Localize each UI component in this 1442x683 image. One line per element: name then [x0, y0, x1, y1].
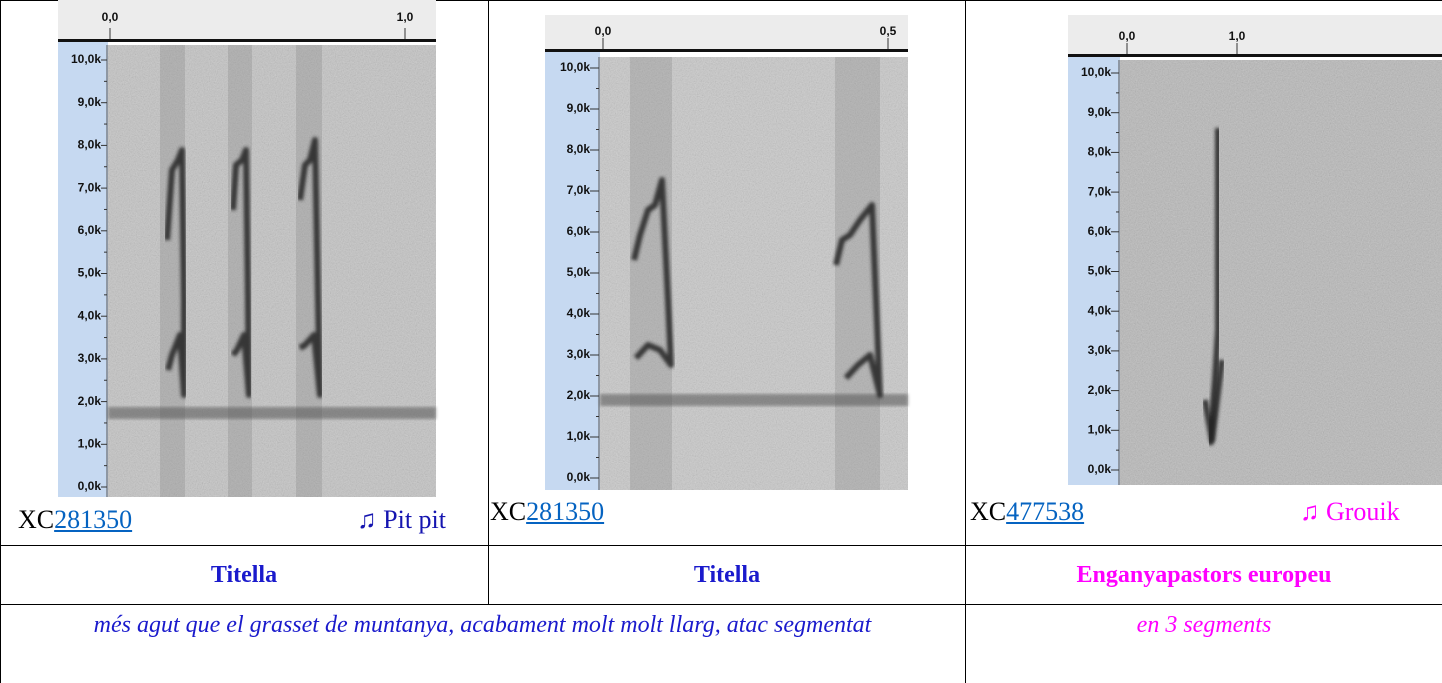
noise-band	[108, 407, 436, 419]
call-trace	[297, 137, 323, 398]
spectrogram: 10,0k 9,0k 8,0k 7,0k 6,0k 5,0k 4,0k 3,0k 2,0k 1,0…	[545, 15, 908, 490]
freq-label: 1,0k	[78, 436, 102, 450]
freq-label: 4,0k	[78, 308, 102, 322]
freq-label: 3,0k	[78, 351, 102, 365]
xc-prefix: XC	[490, 497, 527, 526]
freq-label: 5,0k	[1088, 264, 1112, 278]
freq-label: 6,0k	[78, 223, 102, 237]
time-ruler	[1068, 15, 1442, 57]
freq-label: 8,0k	[78, 138, 102, 152]
freq-label: 6,0k	[1088, 224, 1112, 238]
call-trace	[1202, 359, 1225, 443]
time-label: 0,0	[1119, 29, 1136, 43]
freq-label: 9,0k	[1088, 105, 1112, 119]
freq-label: 1,0k	[567, 429, 591, 443]
time-label: 0,0	[102, 10, 119, 24]
time-label: 1,0	[397, 10, 414, 24]
freq-label: 9,0k	[567, 101, 591, 115]
spectrogram-grain	[1120, 60, 1442, 485]
freq-label: 6,0k	[567, 224, 591, 238]
ruler-line	[58, 39, 436, 42]
spectrograms: 10,0k 9,0k 8,0k 7,0k 6,0k 5,0k 4,0k 3,0k 2,0k 1,0…	[58, 0, 1442, 497]
freq-label: 2,0k	[1088, 383, 1112, 397]
xc-link[interactable]: 281350	[526, 497, 605, 526]
description: en 3 segments	[1136, 612, 1272, 638]
spectrogram: 10,0k 9,0k 8,0k 7,0k 6,0k 5,0k 4,0k 3,0k 2,0k 1,0…	[1068, 15, 1442, 485]
spectrogram-grain	[108, 45, 436, 497]
species-name: Enganyapastors europeu	[1076, 562, 1332, 588]
spectrogram-grain	[600, 57, 908, 490]
freq-label: 5,0k	[567, 265, 591, 279]
ruler-line	[545, 49, 908, 52]
freq-label: 0,0k	[78, 479, 102, 493]
freq-panel	[58, 42, 108, 497]
freq-label: 0,0k	[567, 470, 591, 484]
freq-label: 2,0k	[567, 388, 591, 402]
ruler-line	[1068, 54, 1442, 57]
spectrogram: 10,0k 9,0k 8,0k 7,0k 6,0k 5,0k 4,0k 3,0k 2,0k 1,0…	[58, 0, 436, 497]
freq-label: 4,0k	[1088, 303, 1112, 317]
time-label: 0,0	[595, 24, 612, 38]
xc-prefix: XC	[18, 505, 55, 534]
freq-label: 2,0k	[78, 394, 102, 408]
time-label: 0,5	[880, 24, 897, 38]
freq-label: 3,0k	[1088, 343, 1112, 357]
freq-label: 10,0k	[1081, 65, 1111, 79]
freq-label: 1,0k	[1088, 422, 1112, 436]
call-trace	[631, 177, 674, 368]
freq-label: 7,0k	[567, 183, 591, 197]
call-trace	[833, 202, 883, 398]
freq-label: 10,0k	[560, 60, 590, 74]
freq-label: 3,0k	[567, 347, 591, 361]
noise-band	[600, 394, 908, 406]
xc-caption: XC477538	[970, 497, 1084, 527]
description: més agut que el grasset de muntanya, aca…	[93, 612, 872, 638]
xc-caption: XC281350	[490, 497, 604, 527]
xc-caption: XC281350	[18, 505, 132, 535]
freq-panel	[545, 52, 600, 490]
call-trace	[164, 147, 187, 398]
freq-label: 8,0k	[567, 142, 591, 156]
freq-label: 10,0k	[71, 52, 101, 66]
freq-label: 8,0k	[1088, 145, 1112, 159]
freq-label: 0,0k	[1088, 462, 1112, 476]
call-trace	[230, 147, 252, 398]
freq-label: 9,0k	[78, 95, 102, 109]
xc-prefix: XC	[970, 497, 1007, 526]
freq-label: 4,0k	[567, 306, 591, 320]
freq-label: 7,0k	[1088, 184, 1112, 198]
time-ruler	[545, 15, 908, 52]
species-name: Titella	[693, 562, 761, 588]
species-name: Titella	[210, 562, 278, 588]
xc-link[interactable]: 477538	[1006, 497, 1085, 526]
call-note: ♫ Pit pit	[357, 505, 446, 534]
xc-link[interactable]: 281350	[54, 505, 133, 534]
call-note: ♫ Grouik	[1300, 497, 1400, 526]
time-ruler	[58, 0, 436, 42]
freq-label: 5,0k	[78, 266, 102, 280]
freq-label: 7,0k	[78, 180, 102, 194]
time-label: 1,0	[1229, 29, 1246, 43]
